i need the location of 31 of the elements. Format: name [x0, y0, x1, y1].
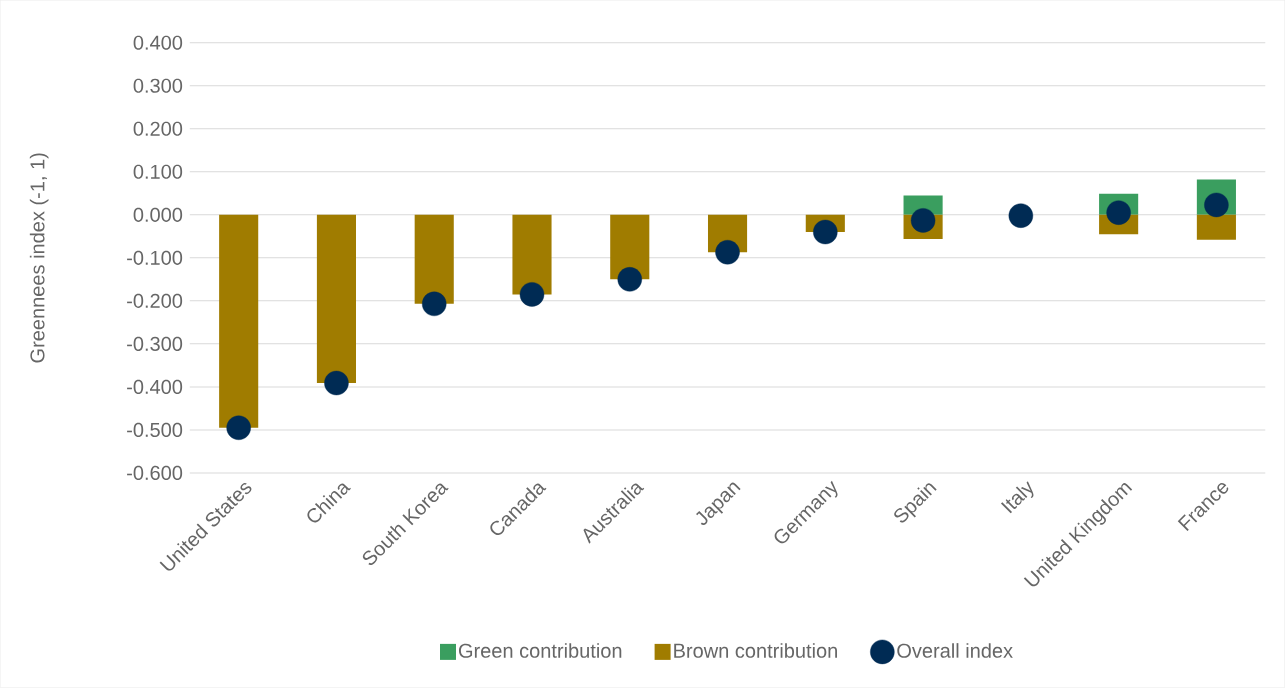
point [519, 282, 545, 307]
y-tick-label: 0.400 [133, 35, 183, 50]
y-tick-label: 0.300 [133, 78, 183, 93]
bar [1196, 214, 1236, 240]
y-tick-label: 0.000 [133, 207, 183, 223]
y-axis-title: Greennees index (-1, 1) [29, 153, 49, 363]
bar [316, 214, 356, 384]
y-tick-label: -0.200 [127, 293, 183, 309]
point [715, 240, 740, 265]
point [813, 219, 838, 245]
point [324, 370, 349, 396]
point [910, 208, 936, 233]
legend-label: Brown contribution [674, 643, 837, 658]
y-tick-label: 0.100 [133, 164, 183, 180]
x-tick-label: Italy [1000, 481, 1034, 514]
y-tick-label: -0.100 [127, 250, 183, 266]
bar [512, 214, 552, 295]
point [226, 415, 251, 441]
y-tick-label: -0.400 [127, 379, 183, 395]
y-tick-label: -0.300 [127, 336, 183, 352]
legend-label: Green contribution [458, 643, 622, 658]
point [1106, 200, 1131, 225]
point [1008, 203, 1034, 228]
point [617, 267, 642, 292]
y-tick-label: -0.500 [127, 422, 183, 438]
point [422, 291, 447, 317]
legend-label: Overall index [897, 643, 1013, 658]
y-tick-label: 0.200 [133, 121, 183, 136]
bar [219, 214, 259, 428]
y-tick-label: -0.600 [127, 465, 183, 481]
bar [414, 214, 454, 304]
